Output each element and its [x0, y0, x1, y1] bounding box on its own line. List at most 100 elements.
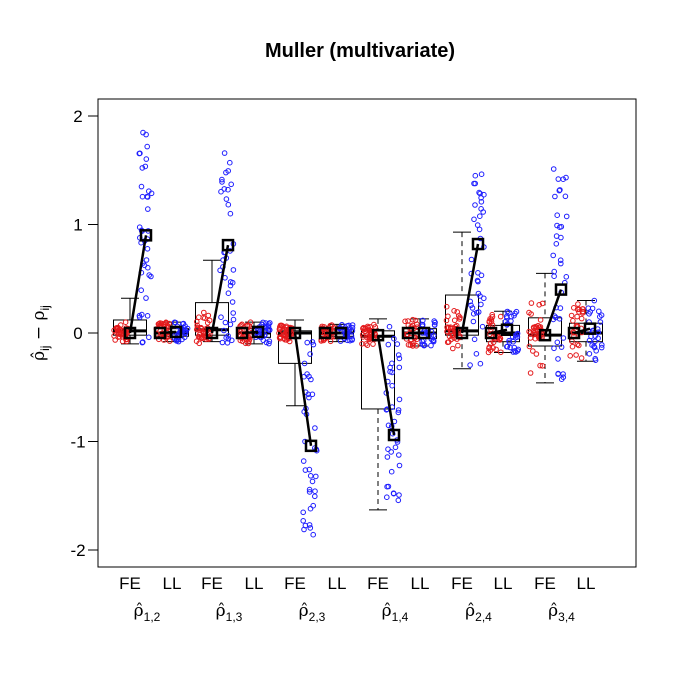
data-point — [144, 313, 151, 319]
data-point — [239, 321, 245, 328]
data-point — [468, 256, 475, 263]
data-point — [138, 183, 145, 190]
data-point — [307, 351, 313, 357]
data-point — [504, 308, 511, 315]
data-point — [218, 188, 224, 195]
data-point — [300, 518, 307, 524]
mean-ll-4 — [401, 326, 431, 340]
data-point — [227, 210, 234, 217]
data-point — [553, 233, 560, 239]
data-point — [229, 337, 235, 344]
data-point — [385, 341, 392, 348]
y-tick-label: -2 — [70, 541, 85, 560]
mean-line — [128, 235, 148, 334]
data-point — [194, 322, 200, 329]
y-axis-label: ρ̂ij − ρij — [29, 305, 52, 361]
data-point — [467, 362, 473, 368]
x-method-label-fe: FE — [284, 574, 306, 593]
data-point — [117, 322, 124, 328]
mean-fe-1 — [123, 229, 153, 340]
mean-marker-start — [153, 326, 167, 340]
data-point — [557, 257, 564, 264]
mean-marker-start — [371, 328, 385, 342]
data-point — [592, 338, 598, 345]
data-point — [471, 336, 478, 343]
data-point — [166, 338, 173, 344]
plot-area — [111, 129, 605, 538]
data-point — [478, 301, 484, 308]
data-point — [349, 337, 355, 343]
group-label-sub: 2,3 — [309, 610, 326, 624]
group-label-rho: ρ̂ — [216, 601, 226, 621]
data-point — [312, 425, 318, 431]
data-point — [225, 290, 232, 297]
data-point — [266, 338, 273, 345]
group-label-sub: 1,3 — [226, 610, 243, 624]
data-point — [312, 488, 318, 495]
group-label-sub: 2,4 — [475, 610, 492, 624]
mean-marker-end — [554, 283, 568, 296]
group-label-rho: ρ̂ — [382, 601, 392, 621]
data-point — [396, 452, 402, 458]
data-point — [556, 187, 563, 194]
data-point — [555, 176, 562, 182]
mean-line — [573, 327, 591, 335]
mean-marker-end — [221, 238, 235, 252]
data-point — [200, 314, 207, 321]
data-point — [550, 166, 557, 172]
data-point — [384, 454, 391, 460]
data-point — [337, 338, 344, 344]
data-point — [219, 179, 225, 185]
data-point — [488, 318, 495, 325]
data-point — [310, 341, 317, 348]
group-label-sub: 3,4 — [558, 610, 575, 624]
data-point — [146, 188, 152, 194]
data-point — [410, 316, 416, 323]
data-point — [569, 343, 576, 350]
data-point — [229, 299, 236, 305]
mean-marker-start — [401, 326, 415, 340]
data-point — [528, 300, 535, 306]
data-point — [557, 187, 563, 193]
data-point — [143, 295, 149, 301]
data-point — [563, 213, 570, 220]
mean-marker-start — [123, 326, 137, 340]
data-point — [359, 341, 365, 347]
data-point — [402, 318, 408, 325]
data-point — [230, 316, 237, 323]
data-point — [558, 344, 565, 350]
data-point — [554, 212, 561, 218]
data-point — [598, 344, 605, 351]
data-point — [554, 339, 561, 346]
data-point — [396, 396, 403, 403]
data-point — [448, 336, 454, 343]
data-point — [349, 322, 356, 328]
data-point — [478, 272, 485, 279]
x-method-label-ll: LL — [328, 574, 347, 593]
mean-marker-end — [139, 229, 153, 242]
data-point — [230, 267, 237, 273]
data-point — [301, 360, 308, 367]
data-point — [277, 335, 283, 342]
data-point — [164, 322, 171, 329]
data-point — [385, 446, 391, 453]
x-group-label: ρ̂3,4 — [548, 601, 575, 624]
data-point — [198, 326, 205, 332]
data-point — [537, 362, 543, 369]
data-point — [553, 314, 559, 321]
data-point — [470, 311, 477, 317]
data-point — [204, 320, 211, 326]
data-point — [537, 317, 544, 323]
data-point — [507, 344, 513, 351]
data-point — [560, 335, 567, 341]
data-point — [263, 339, 270, 346]
x-method-label-ll: LL — [163, 574, 182, 593]
data-point — [389, 360, 395, 367]
data-point — [586, 351, 593, 357]
data-point — [217, 267, 223, 274]
data-point — [278, 322, 285, 329]
data-point — [552, 193, 558, 200]
x-method-label-fe: FE — [367, 574, 389, 593]
data-point — [228, 181, 234, 188]
data-point — [512, 310, 518, 317]
